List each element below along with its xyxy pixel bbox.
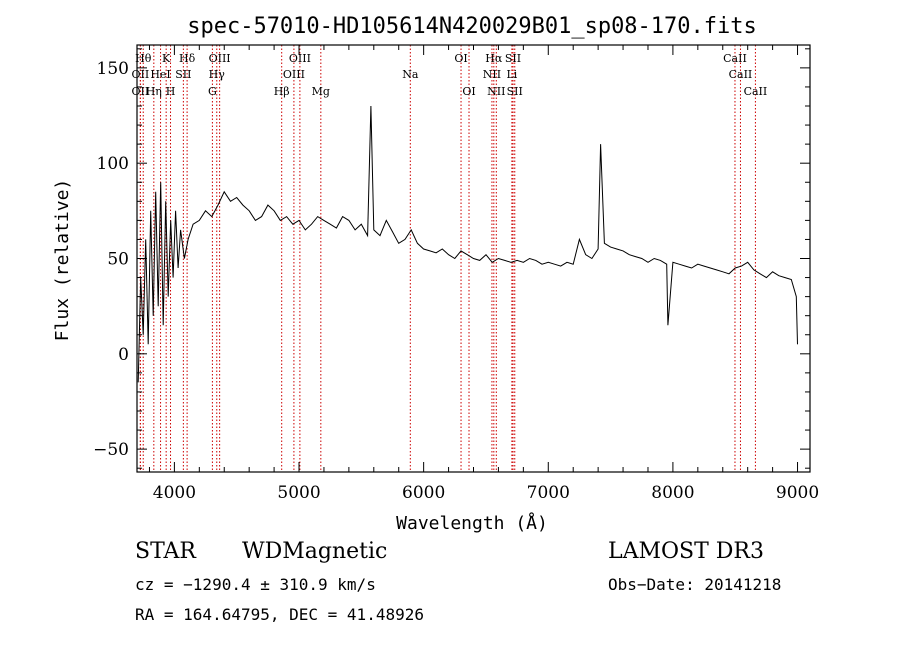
line-marker-label: G <box>208 85 217 98</box>
line-marker-label: SII <box>175 68 191 81</box>
line-marker-label: Mg <box>312 85 330 98</box>
x-tick-label: 9000 <box>776 483 819 503</box>
spectral-line-markers <box>139 45 756 472</box>
x-tick-label: 4000 <box>153 483 196 503</box>
x-tick-label: 6000 <box>402 483 445 503</box>
line-marker-label: NII <box>487 85 505 98</box>
line-marker-label: Hγ <box>209 68 226 81</box>
line-marker-label: Hα <box>485 52 503 65</box>
obs-date-readout: Obs−Date: 20141218 <box>608 575 781 594</box>
line-marker-label: OII <box>132 85 150 98</box>
line-marker-label: OI <box>454 52 467 65</box>
y-axis-label: Flux (relative) <box>52 179 73 342</box>
y-axis: −50 0 50 100 150 <box>93 48 810 469</box>
line-marker-label: SII <box>507 85 523 98</box>
y-tick-label: 0 <box>118 345 129 365</box>
subclass-label: WDMagnetic <box>242 539 387 564</box>
line-marker-label: CaII <box>723 52 747 65</box>
line-marker-label: OII <box>132 68 150 81</box>
class-label: STAR <box>135 539 197 564</box>
y-tick-label: 150 <box>97 59 129 79</box>
y-tick-label: 100 <box>97 154 129 174</box>
line-marker-label: H <box>166 85 176 98</box>
coordinates-readout: RA = 164.64795, DEC = 41.48926 <box>135 605 424 624</box>
x-tick-label: 5000 <box>277 483 320 503</box>
line-marker-label: OI <box>462 85 475 98</box>
line-marker-label: OIII <box>289 52 311 65</box>
line-marker-label: OIII <box>209 52 231 65</box>
y-tick-label: 50 <box>107 250 129 270</box>
x-tick-label: 7000 <box>527 483 570 503</box>
line-marker-label: CaII <box>729 68 753 81</box>
y-tick-label: −50 <box>93 440 129 460</box>
spectrum-line <box>137 105 798 383</box>
chart-title: spec-57010-HD105614N420029B01_sp08-170.f… <box>187 14 757 39</box>
survey-label: LAMOST DR3 <box>608 539 764 564</box>
x-axis-label: Wavelength (Å) <box>396 512 548 534</box>
line-marker-label: K <box>162 52 171 65</box>
line-marker-label: Li <box>506 68 517 81</box>
x-axis: 4000 5000 6000 7000 8000 9000 <box>148 45 819 503</box>
line-marker-label: OIII <box>283 68 305 81</box>
line-marker-label: SII <box>505 52 521 65</box>
spectral-line-labels: OIIHθOIIHηHeIKHSIIHδGOIIIHγHβOIIIOIIIMgN… <box>132 52 768 98</box>
x-tick-label: 8000 <box>651 483 694 503</box>
line-marker-label: Hδ <box>179 52 196 65</box>
line-marker-label: HeI <box>150 68 170 81</box>
line-marker-label: Na <box>402 68 419 81</box>
line-marker-label: Hβ <box>274 85 290 98</box>
line-marker-label: NII <box>483 68 501 81</box>
line-marker-label: Hη <box>146 85 162 98</box>
line-marker-label: CaII <box>744 85 768 98</box>
redshift-readout: cz = −1290.4 ± 310.9 km/s <box>135 575 376 594</box>
line-marker-label: Hθ <box>135 52 152 65</box>
